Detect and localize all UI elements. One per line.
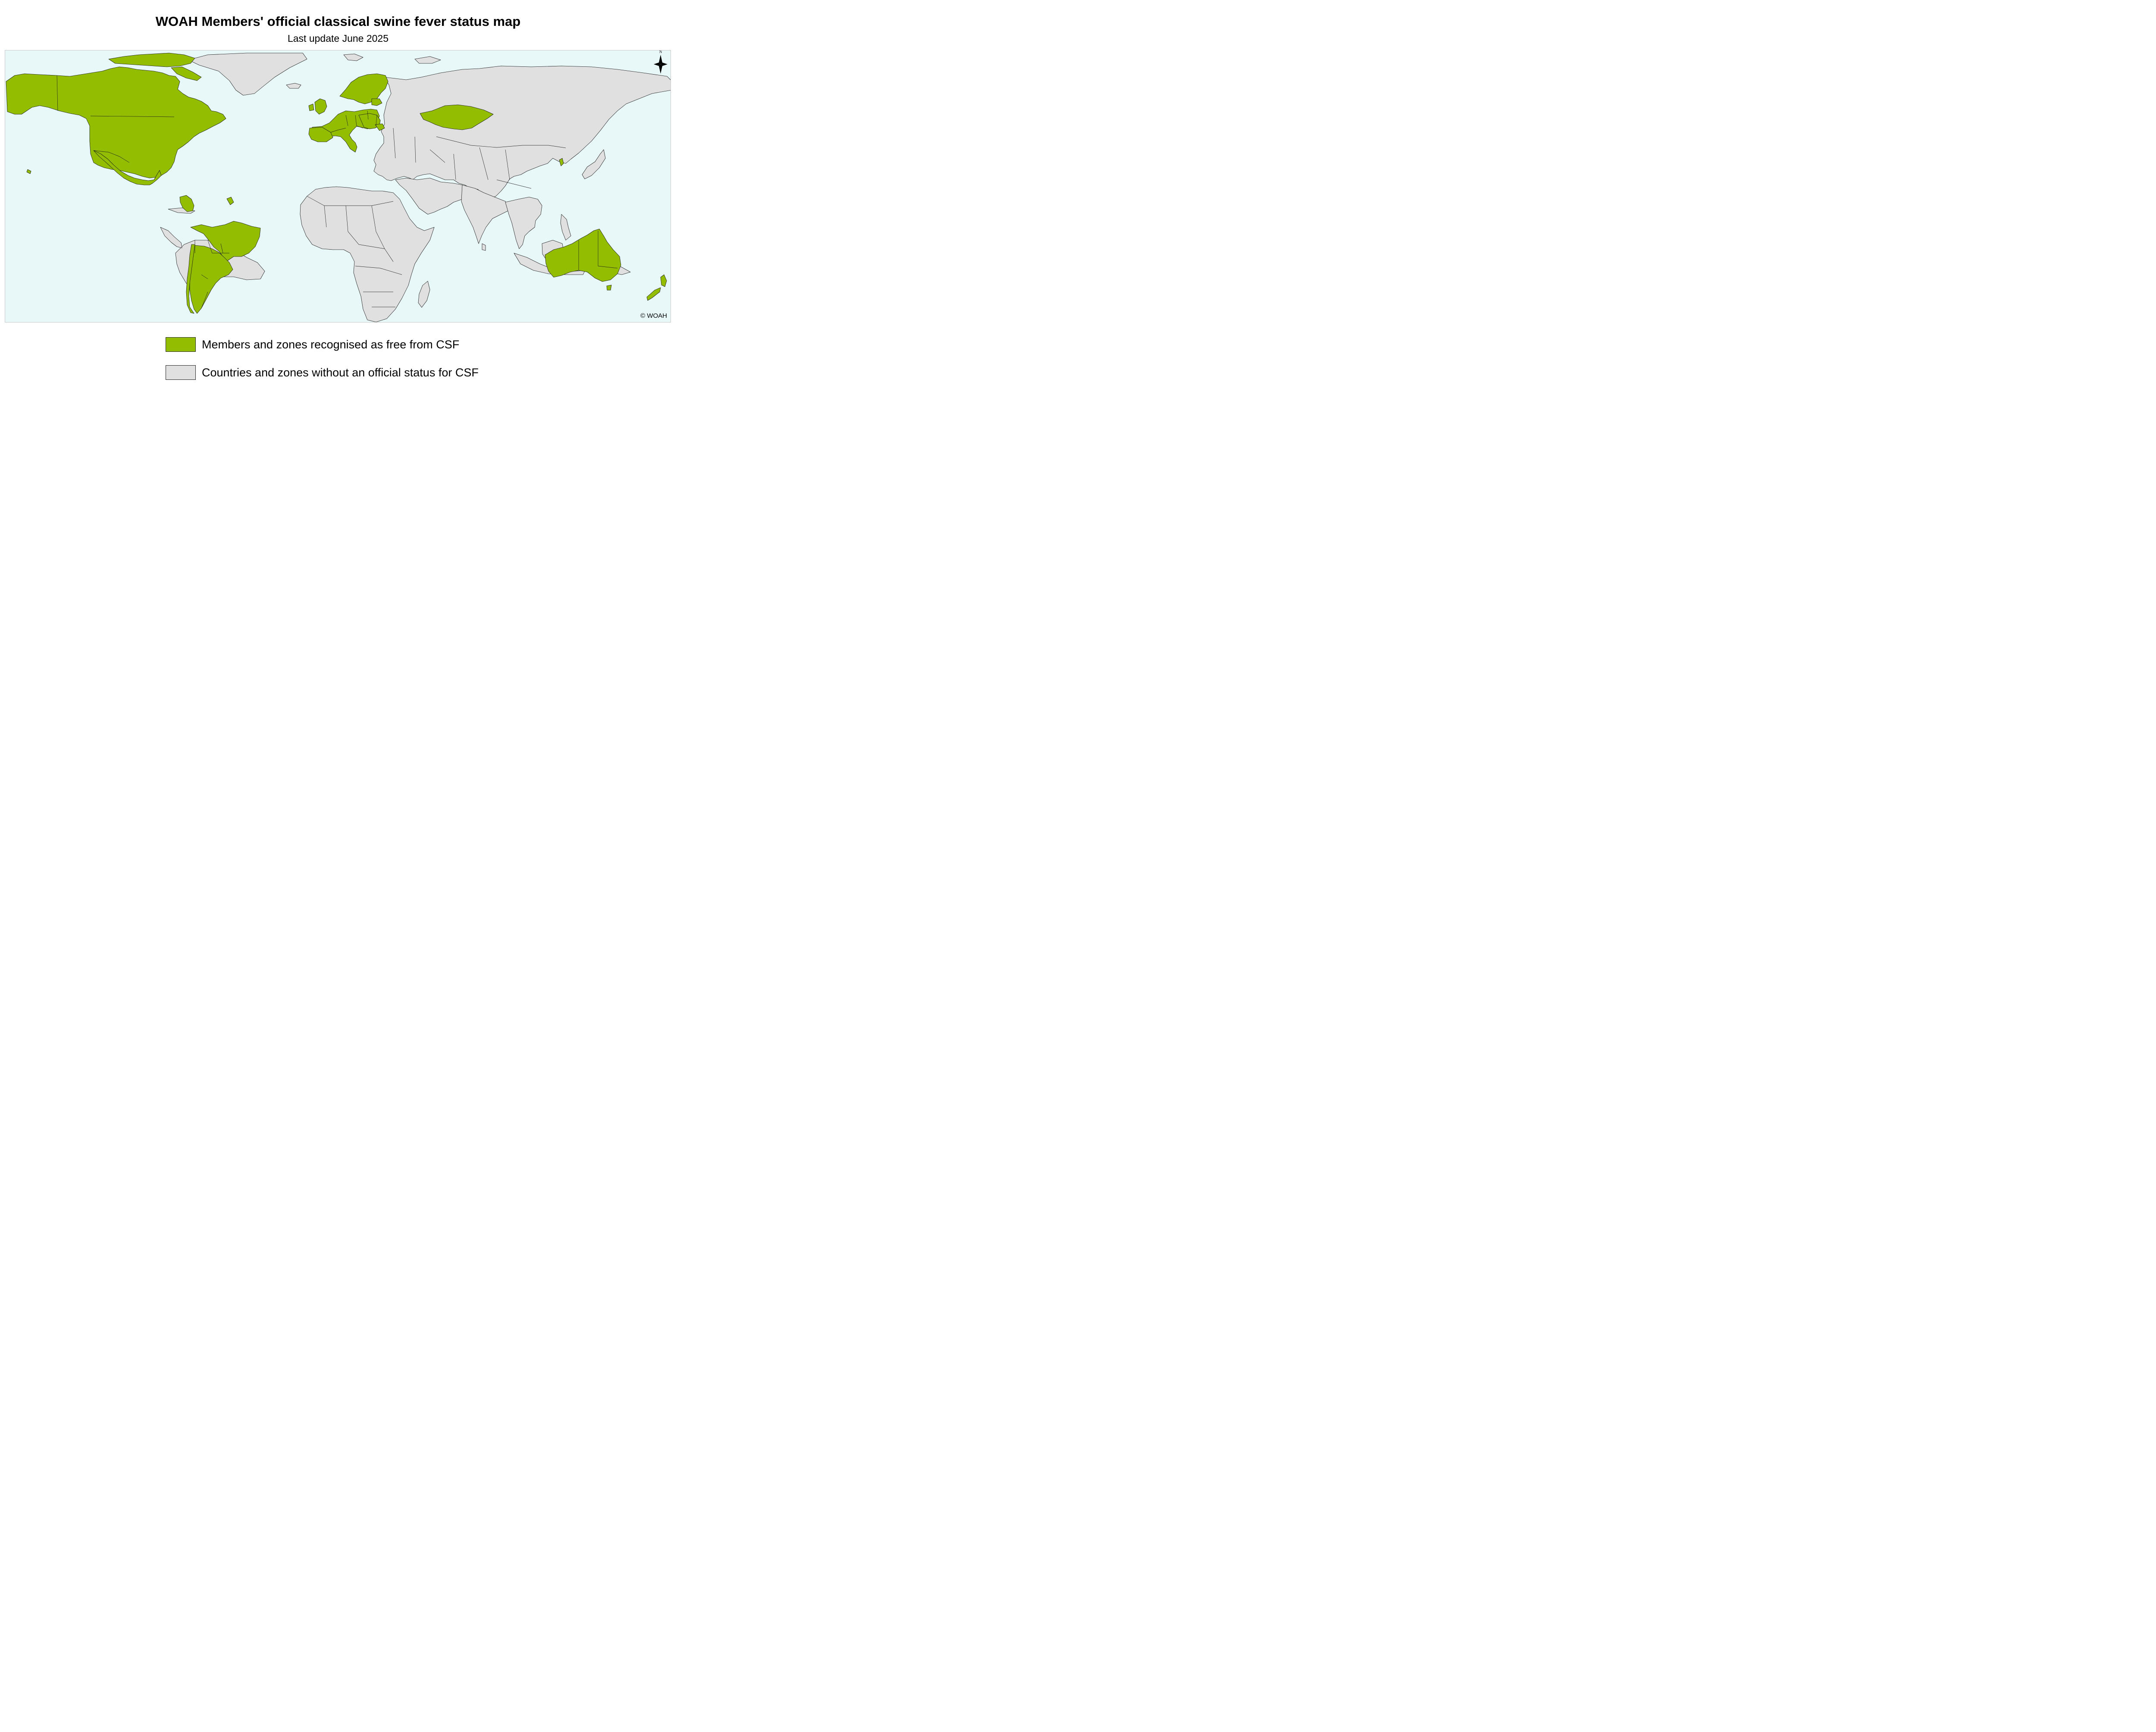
canadian-arctic-islands-free	[108, 53, 195, 67]
kazakhstan-free	[420, 104, 494, 130]
iceland-grey-spot	[286, 83, 301, 89]
brazil-zone-free	[190, 221, 261, 261]
world-map: N © WOAH	[5, 50, 671, 323]
country-borders	[56, 75, 618, 309]
no-status-land	[160, 53, 671, 322]
caribbean-grey	[168, 207, 195, 214]
world-map-svg: N	[5, 50, 671, 322]
legend-item-free: Members and zones recognised as free fro…	[166, 337, 459, 352]
free-status-land	[6, 53, 667, 314]
svalbard-grey	[343, 53, 364, 61]
south-america-borders	[194, 240, 229, 309]
central-america-grey	[160, 227, 182, 248]
usa-mexico-border	[93, 150, 130, 163]
french-guiana-free	[226, 197, 234, 205]
madagascar-grey	[418, 281, 430, 308]
canada-usa-alaska-free	[6, 66, 226, 179]
baffin-island-free	[171, 66, 202, 81]
legend-item-no-status: Countries and zones without an official …	[166, 365, 479, 380]
southeast-asia-grey	[505, 197, 542, 249]
australia-free	[545, 229, 621, 282]
scandinavia-free	[339, 73, 389, 104]
eurasia-borders	[393, 128, 566, 189]
mexico-guatemala-free	[93, 150, 162, 185]
baltics-free	[371, 98, 382, 106]
legend-swatch-no-status	[166, 365, 196, 380]
british-isles-free	[314, 98, 327, 115]
africa-grey	[300, 186, 435, 322]
iberia-free	[308, 127, 333, 142]
south-asia-grey	[461, 185, 510, 244]
chile-free	[186, 244, 195, 314]
hawaii-free	[26, 169, 31, 174]
copyright-label: © WOAH	[640, 312, 667, 319]
legend-swatch-free	[166, 337, 196, 352]
colombia-zone-free	[179, 195, 194, 212]
eurasia-grey	[373, 66, 671, 200]
legend-label-no-status: Countries and zones without an official …	[202, 366, 479, 379]
tasmania-free	[606, 285, 612, 291]
europe-borders	[330, 110, 377, 133]
north-label: N	[659, 50, 662, 54]
legend-label-free: Members and zones recognised as free fro…	[202, 338, 460, 351]
new-zealand-south-free	[646, 287, 661, 301]
chinese-taipei-free	[559, 158, 564, 166]
arabia-iran-grey	[395, 178, 467, 215]
map-title: WOAH Members' official classical swine f…	[155, 14, 521, 29]
ireland-free	[308, 103, 314, 111]
north-arrow-icon: N	[654, 50, 667, 74]
australia-borders	[578, 231, 618, 270]
africa-borders	[307, 196, 402, 307]
sri-lanka-grey	[482, 243, 486, 251]
greenland	[188, 53, 307, 96]
alaska-border	[56, 75, 58, 111]
new-zealand-north-free	[660, 274, 667, 287]
bulgaria-free	[375, 123, 385, 131]
russia-arctic-islands-grey	[414, 56, 441, 64]
philippines-grey	[560, 214, 571, 241]
japan-grey	[582, 149, 606, 179]
map-subtitle: Last update June 2025	[287, 33, 389, 44]
canada-usa-border	[90, 116, 175, 117]
